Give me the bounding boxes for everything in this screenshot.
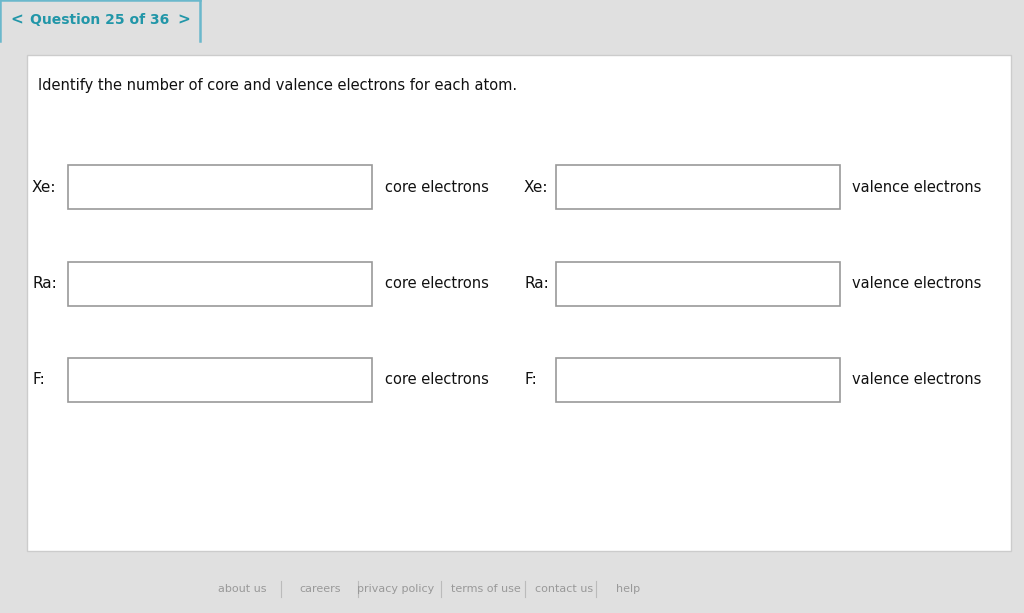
- Text: valence electrons: valence electrons: [852, 180, 981, 194]
- Text: help: help: [616, 584, 640, 594]
- Text: careers: careers: [299, 584, 341, 594]
- Text: valence electrons: valence electrons: [852, 373, 981, 387]
- Bar: [68, 165, 372, 209]
- Text: core electrons: core electrons: [385, 180, 488, 194]
- Bar: [556, 262, 840, 306]
- Text: contact us: contact us: [535, 584, 593, 594]
- Bar: [0, 0, 200, 41]
- Text: Ra:: Ra:: [524, 276, 549, 292]
- Text: F:: F:: [524, 373, 537, 387]
- Bar: [556, 165, 840, 209]
- Bar: [27, 55, 1011, 551]
- Text: Xe:: Xe:: [524, 180, 549, 194]
- Bar: [68, 262, 372, 306]
- Bar: [556, 358, 840, 402]
- Text: terms of use: terms of use: [452, 584, 521, 594]
- Text: core electrons: core electrons: [385, 373, 488, 387]
- Text: Xe:: Xe:: [32, 180, 56, 194]
- Text: Ra:: Ra:: [32, 276, 56, 292]
- Text: Question 25 of 36: Question 25 of 36: [31, 13, 170, 27]
- Text: core electrons: core electrons: [385, 276, 488, 292]
- Text: Identify the number of core and valence electrons for each atom.: Identify the number of core and valence …: [38, 78, 517, 93]
- Text: <: <: [10, 12, 23, 28]
- Text: F:: F:: [32, 373, 45, 387]
- Text: valence electrons: valence electrons: [852, 276, 981, 292]
- Text: >: >: [177, 12, 190, 28]
- Text: about us: about us: [218, 584, 266, 594]
- Text: privacy policy: privacy policy: [357, 584, 434, 594]
- Bar: [68, 358, 372, 402]
